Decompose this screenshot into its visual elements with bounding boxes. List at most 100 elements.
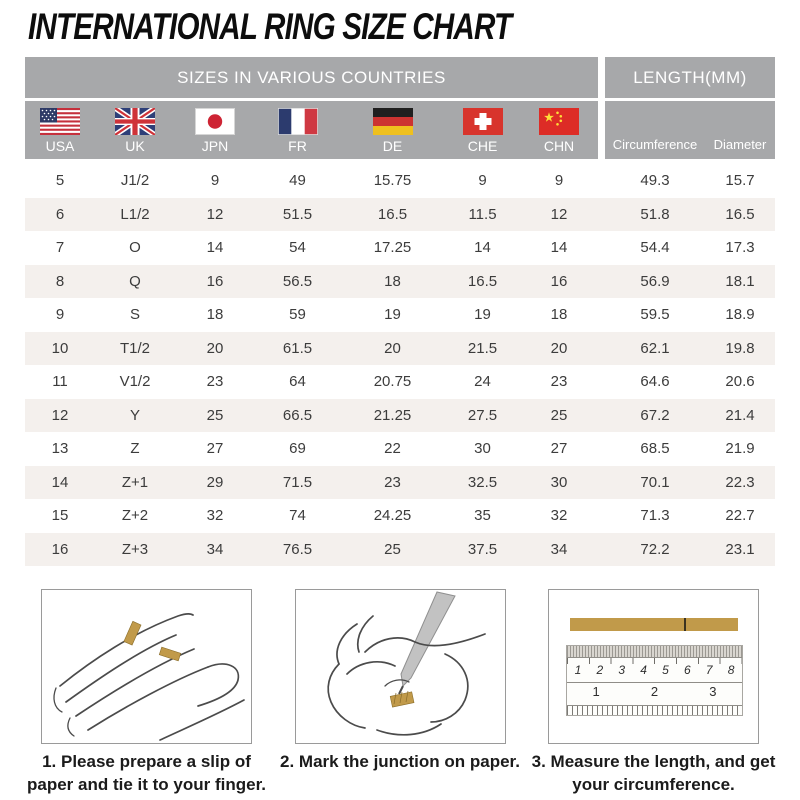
ruler-cm-tick: 4 xyxy=(640,662,647,677)
paper-strip xyxy=(569,617,738,631)
table-cell: 59.5 xyxy=(640,306,670,324)
table-cell: 18.1 xyxy=(725,272,755,290)
table-cell: Z+3 xyxy=(121,540,149,558)
ruler-inch-tick: 2 xyxy=(650,683,659,699)
column-label: JPN xyxy=(201,138,229,154)
table-cell: 34 xyxy=(550,540,568,558)
table-row: 11 V1/2 23 64 20.75 24 23 64.6 20.6 xyxy=(25,365,775,399)
table-cell: 30 xyxy=(474,440,491,458)
table-cell: 15.75 xyxy=(373,172,412,190)
table-cell: 22.7 xyxy=(725,507,755,525)
table-cell: 16 xyxy=(550,272,568,290)
hand-with-paper-strip-icon xyxy=(53,613,245,741)
table-cell: 16.5 xyxy=(725,205,755,223)
table-cell: 21.5 xyxy=(467,339,498,357)
table-cell: 27 xyxy=(206,440,224,458)
table-cell: 19 xyxy=(474,306,491,324)
table-cell: 20.75 xyxy=(373,373,412,391)
table-cell: 14 xyxy=(51,473,69,491)
table-cell: 19.8 xyxy=(725,339,755,357)
table-row: 9 S 18 59 19 19 18 59.5 18.9 xyxy=(25,298,775,332)
table-cell: O xyxy=(129,239,141,257)
table-cell: 27 xyxy=(550,440,568,458)
table-cell: 21.25 xyxy=(373,406,412,424)
table-cell: 23 xyxy=(550,373,568,391)
flags-band: USA UK xyxy=(25,101,775,159)
table-cell: 29 xyxy=(206,473,224,491)
table-cell: 9 xyxy=(554,172,564,190)
page-title: INTERNATIONAL RING SIZE CHART xyxy=(28,6,512,47)
column-de: DE xyxy=(340,101,445,159)
table-cell: 23 xyxy=(206,373,224,391)
table-cell: 16.5 xyxy=(377,205,408,223)
ruler-cm-tick: 3 xyxy=(618,662,626,677)
ruler-cm-tick: 2 xyxy=(596,662,604,677)
step-2: 2. Mark the junction on paper. xyxy=(278,589,523,797)
table-cell: 8 xyxy=(55,272,65,290)
table-cell: 21.4 xyxy=(725,406,755,424)
table-cell: 72.2 xyxy=(640,540,670,558)
table-cell: 18 xyxy=(550,306,568,324)
table-cell: 17.3 xyxy=(725,239,755,257)
table-cell: 27.5 xyxy=(467,406,498,424)
ruler-inch-scale: 1 2 3 xyxy=(567,681,742,705)
instructions: 1. Please prepare a slip of paper and ti… xyxy=(0,589,800,797)
table-cell: 70.1 xyxy=(640,473,670,491)
table-cell: 20.6 xyxy=(725,373,755,391)
table-cell: 24.25 xyxy=(373,507,412,525)
column-label: FR xyxy=(288,138,307,154)
length-columns: Circumference Diameter xyxy=(605,101,775,159)
table-cell: 12 xyxy=(51,406,69,424)
table-cell: 5 xyxy=(55,172,65,190)
step-3-caption: 3. Measure the length, and get your circ… xyxy=(531,752,776,794)
header-sizes: SIZES IN VARIOUS COUNTRIES xyxy=(25,57,598,98)
table-cell: 9 xyxy=(210,172,220,190)
table-cell: 24 xyxy=(474,373,491,391)
table-cell: 25 xyxy=(206,406,224,424)
table-cell: 18.9 xyxy=(725,306,755,324)
table-cell: 67.2 xyxy=(640,406,670,424)
table-cell: Y xyxy=(129,406,140,424)
table-cell: 56.9 xyxy=(640,272,670,290)
ruler-inch-numbers: 1 2 3 xyxy=(567,684,742,699)
table-row: 15 Z+2 32 74 24.25 35 32 71.3 22.7 xyxy=(25,499,775,533)
table-row: 14 Z+1 29 71.5 23 32.5 30 70.1 22.3 xyxy=(25,465,775,499)
table-cell: 54 xyxy=(289,239,306,257)
table-cell: 49 xyxy=(289,172,306,190)
table-cell: 21.9 xyxy=(725,440,755,458)
che-flag-icon xyxy=(462,108,503,135)
jpn-flag-icon xyxy=(195,108,235,135)
step-2-illustration-box xyxy=(294,589,506,744)
table-cell: Q xyxy=(129,272,141,290)
table-cell: 59 xyxy=(289,306,306,324)
column-label: UK xyxy=(125,138,145,154)
uk-flag-icon xyxy=(115,108,155,135)
column-chn: CHN xyxy=(520,101,598,159)
ruler-edge-grain xyxy=(567,645,742,657)
de-flag-icon xyxy=(372,108,413,135)
table-cell: 68.5 xyxy=(640,440,670,458)
table-cell: 66.5 xyxy=(282,406,313,424)
ruler-inch-tick: 3 xyxy=(709,683,717,699)
table-cell: 22 xyxy=(384,440,401,458)
table-cell: 62.1 xyxy=(640,339,670,357)
usa-flag-icon xyxy=(40,108,80,135)
column-uk: UK xyxy=(95,101,175,159)
table-cell: 15 xyxy=(51,507,69,525)
header-divider xyxy=(598,57,605,98)
table-cell: 14 xyxy=(550,239,568,257)
table-cell: 12 xyxy=(206,205,224,223)
column-che: CHE xyxy=(445,101,520,159)
table-cell: 18 xyxy=(384,272,401,290)
table-row: 8 Q 16 56.5 18 16.5 16 56.9 18.1 xyxy=(25,264,775,298)
table-cell: 10 xyxy=(51,339,69,357)
table-cell: 13 xyxy=(51,440,69,458)
table-cell: 18 xyxy=(206,306,224,324)
column-jpn: JPN xyxy=(175,101,255,159)
table-cell: 71.5 xyxy=(282,473,313,491)
table-cell: 7 xyxy=(55,239,65,257)
ruler-tick-band xyxy=(567,704,742,715)
